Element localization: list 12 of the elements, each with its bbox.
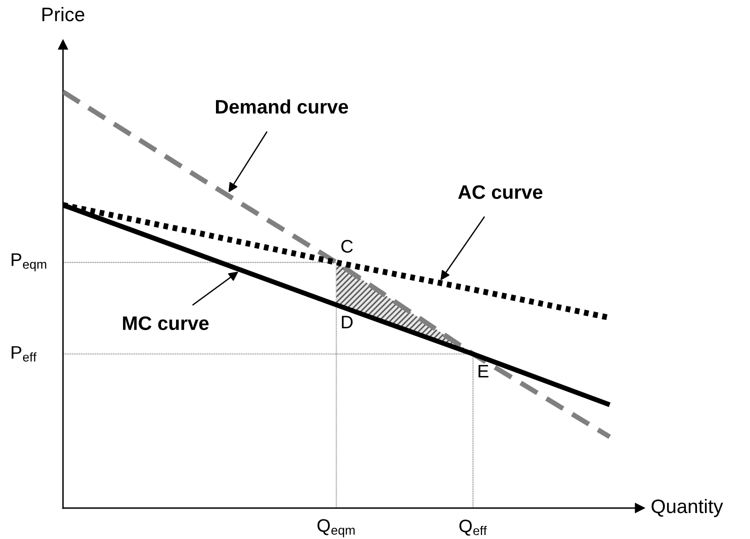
x-tick-label: Q$_{eqm}$: [318, 519, 355, 538]
annotation: D: [342, 316, 353, 328]
annotation: MC curve: [123, 316, 209, 330]
x-axis-title: Quantity: [652, 498, 724, 518]
annotation: C: [341, 240, 353, 253]
annotation: AC curve: [458, 185, 542, 199]
x-tick-label: Q$_{eff}$: [459, 520, 487, 536]
annotation: E: [478, 364, 488, 378]
y-axis-title: Price: [42, 7, 84, 22]
ref-line-label: P$_{eqm}$: [12, 253, 46, 272]
ref-line-label: P$_{eff}$: [12, 346, 37, 362]
annotation: Demand curve: [216, 99, 348, 114]
